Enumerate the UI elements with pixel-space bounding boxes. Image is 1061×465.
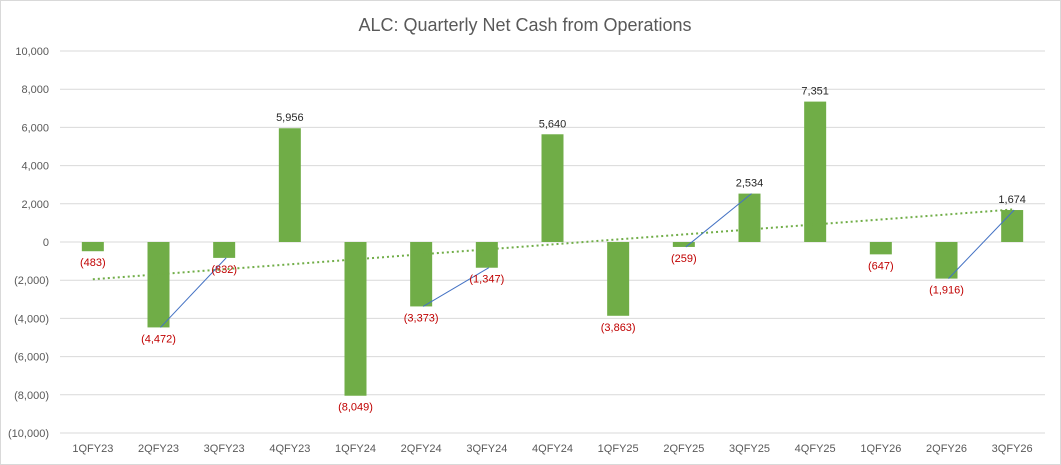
x-tick-label: 4QFY23	[269, 443, 310, 455]
x-tick-label: 2QFY26	[926, 443, 967, 455]
annotation-line	[685, 193, 752, 248]
y-tick-label: (8,000)	[14, 390, 49, 402]
y-tick-label: (6,000)	[14, 352, 49, 364]
x-tick-label: 3QFY23	[204, 443, 245, 455]
chart-title: ALC: Quarterly Net Cash from Operations	[358, 15, 691, 35]
bar	[278, 128, 301, 242]
x-tick-label: 2QFY25	[663, 443, 704, 455]
y-tick-label: 2,000	[21, 199, 49, 211]
y-tick-label: 10,000	[15, 46, 49, 58]
bar	[738, 193, 761, 242]
bar	[804, 101, 827, 242]
y-tick-label: (4,000)	[14, 313, 49, 325]
x-tick-label: 3QFY25	[729, 443, 770, 455]
y-tick-label: 6,000	[21, 122, 49, 134]
data-label: (483)	[80, 257, 106, 269]
data-label: (1,347)	[469, 274, 504, 286]
x-tick-label: 4QFY25	[795, 443, 836, 455]
bar-series	[81, 101, 1024, 396]
data-label: (1,916)	[929, 285, 964, 297]
data-label: (3,373)	[404, 312, 439, 324]
bar	[410, 242, 433, 307]
bar	[1001, 210, 1024, 242]
bar	[607, 242, 630, 316]
x-tick-label: 1QFY23	[72, 443, 113, 455]
x-tick-label: 2QFY23	[138, 443, 179, 455]
bar	[869, 242, 892, 255]
data-label: 1,674	[998, 194, 1026, 206]
trendline-segment	[92, 208, 1013, 281]
trendline	[92, 208, 1013, 281]
bar	[344, 242, 367, 396]
y-axis-tick-labels: 10,000 8,000 6,000 4,000 2,000 0 (2,000) (4,000…	[8, 46, 49, 440]
y-tick-label: 8,000	[21, 84, 49, 96]
data-label: 7,351	[801, 86, 829, 98]
x-tick-label: 2QFY24	[401, 443, 442, 455]
annotation-line	[422, 267, 490, 307]
data-label: (259)	[671, 253, 697, 265]
bar	[935, 242, 958, 279]
x-tick-label: 1QFY26	[860, 443, 901, 455]
x-tick-label: 1QFY24	[335, 443, 376, 455]
data-labels: (483) (4,472) (832) 5,956 (8,049) (3,373) (1,3…	[80, 86, 1026, 414]
x-tick-label: 3QFY26	[992, 443, 1033, 455]
bar	[147, 242, 170, 328]
annotation-line	[948, 209, 1015, 279]
x-tick-label: 4QFY24	[532, 443, 573, 455]
bar	[475, 242, 498, 268]
data-label: (8,049)	[338, 402, 373, 414]
x-tick-label: 3QFY24	[466, 443, 507, 455]
data-label: 2,534	[736, 178, 764, 190]
y-tick-label: (2,000)	[14, 275, 49, 287]
y-tick-label: 4,000	[21, 161, 49, 173]
annotation-line	[160, 257, 227, 328]
y-tick-label: 0	[43, 237, 49, 249]
data-label: (4,472)	[141, 333, 176, 345]
bar	[213, 242, 236, 258]
x-axis-tick-labels: 1QFY23 2QFY23 3QFY23 4QFY23 1QFY24 2QFY24 3QFY…	[72, 443, 1032, 455]
bar	[672, 242, 695, 247]
data-label: 5,956	[276, 112, 304, 124]
x-tick-label: 1QFY25	[598, 443, 639, 455]
data-label: (832)	[211, 264, 237, 276]
bar	[81, 242, 104, 252]
data-label: (647)	[868, 260, 894, 272]
bar	[541, 134, 564, 242]
y-tick-label: (10,000)	[8, 428, 49, 440]
data-label: (3,863)	[601, 322, 636, 334]
data-label: 5,640	[539, 118, 567, 130]
annotation-lines	[160, 193, 1015, 328]
